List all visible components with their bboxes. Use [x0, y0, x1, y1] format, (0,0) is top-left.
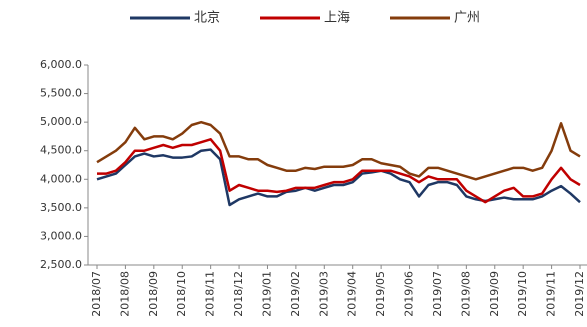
legend-label: 上海 [324, 11, 350, 26]
x-tick-label: 2019/01 [260, 271, 273, 317]
legend-label: 广州 [454, 11, 480, 26]
x-tick-label: 2019/04 [346, 271, 359, 317]
x-tick-label: 2019/06 [403, 271, 416, 317]
x-tick-label: 2019/11 [545, 271, 558, 317]
legend-label: 北京 [194, 11, 220, 26]
y-tick-label: 3,000.0 [40, 229, 82, 242]
series-line [96, 148, 581, 207]
y-tick-label: 2,500.0 [40, 258, 82, 271]
y-tick-label: 6,000.0 [40, 58, 82, 71]
x-tick-label: 2019/10 [516, 271, 529, 317]
y-tick-label: 4,000.0 [40, 172, 82, 185]
x-tick-label: 2018/12 [232, 271, 245, 317]
y-tick-label: 5,000.0 [40, 115, 82, 128]
x-tick-label: 2019/08 [459, 271, 472, 317]
x-tick-label: 2018/11 [204, 271, 217, 317]
y-tick-label: 3,500.0 [40, 201, 82, 214]
x-tick-label: 2018/10 [175, 271, 188, 317]
x-tick-label: 2019/03 [317, 271, 330, 317]
x-tick-label: 2019/02 [289, 271, 302, 317]
x-tick-label: 2018/09 [147, 271, 160, 317]
series-line [96, 120, 581, 181]
x-tick-label: 2019/05 [374, 271, 387, 317]
y-tick-label: 5,500.0 [40, 87, 82, 100]
x-tick-label: 2019/12 [573, 271, 586, 317]
x-tick-label: 2018/07 [90, 271, 103, 317]
x-tick-label: 2019/09 [488, 271, 501, 317]
x-tick-label: 2018/08 [118, 271, 131, 317]
x-tick-label: 2019/07 [431, 271, 444, 317]
series-line [97, 138, 581, 204]
y-tick-label: 4,500.0 [40, 144, 82, 157]
